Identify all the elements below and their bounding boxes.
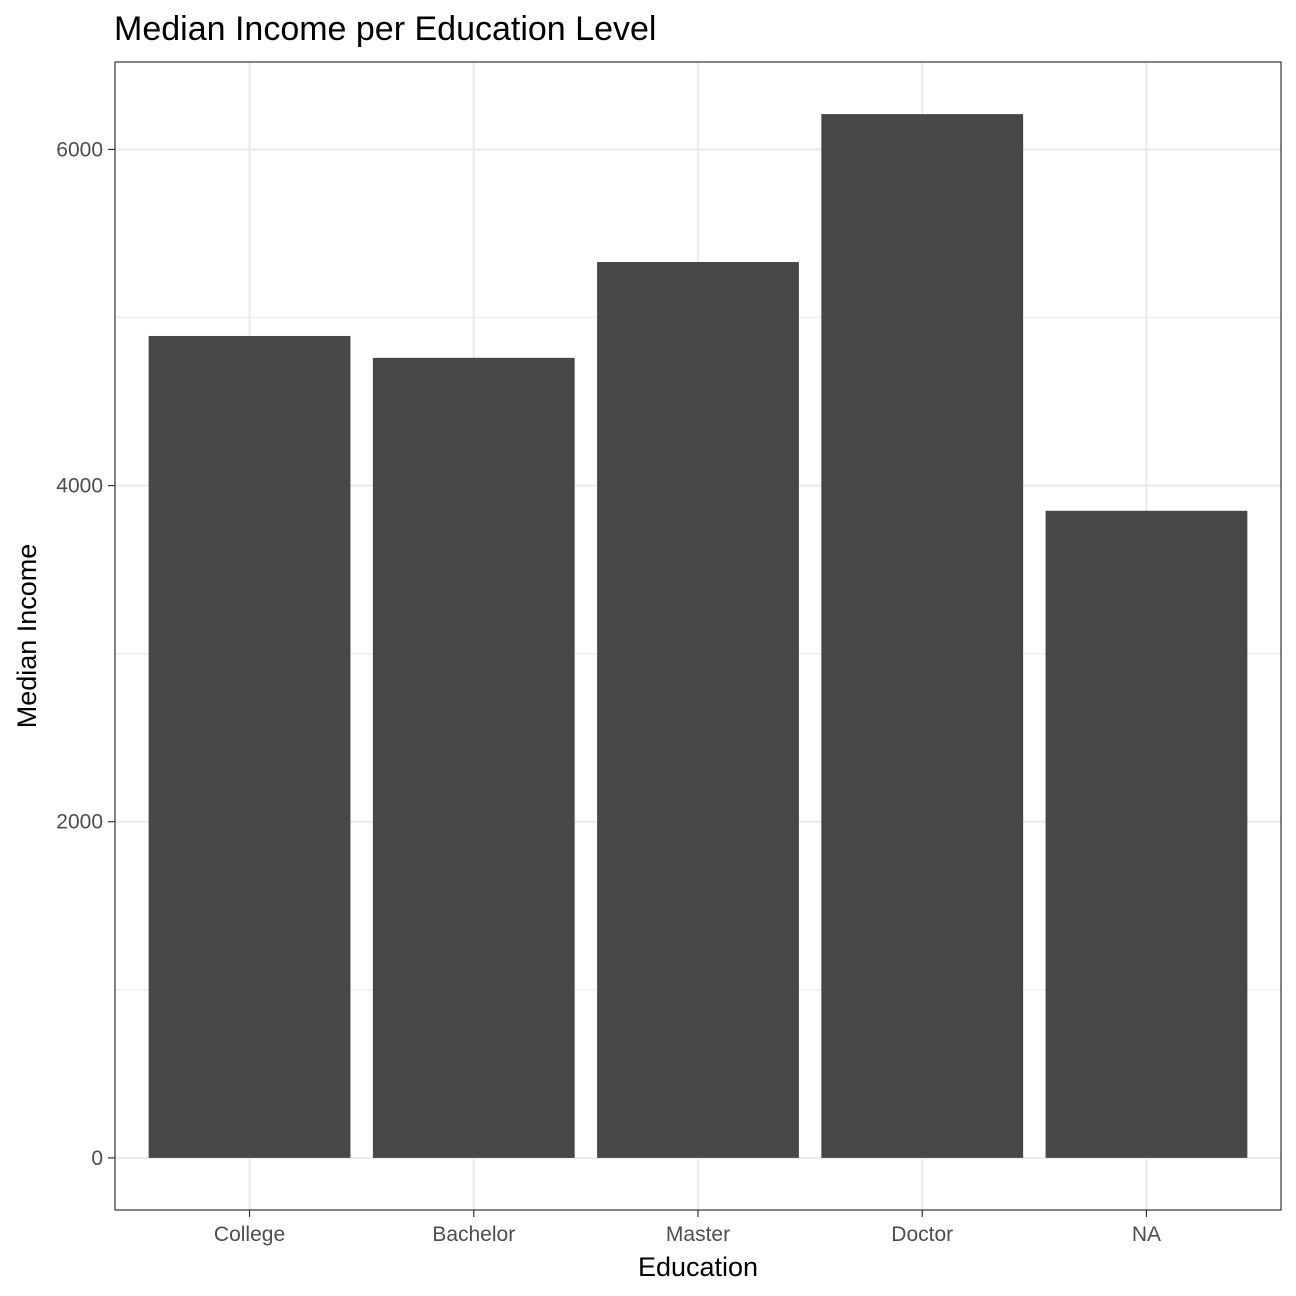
bar-bachelor	[372, 357, 575, 1158]
y-axis-title: Median Income	[12, 544, 42, 729]
y-tick-label: 2000	[56, 811, 103, 834]
x-axis-tick-labels: College Bachelor Master Doctor NA	[214, 1223, 1161, 1246]
bars	[148, 114, 1248, 1158]
bar-doctor	[821, 114, 1024, 1158]
x-tick-label: Doctor	[891, 1223, 953, 1246]
x-tick-label: NA	[1132, 1223, 1161, 1246]
axis-ticks	[108, 148, 1148, 1217]
y-tick-label: 4000	[56, 475, 103, 498]
bar-college	[148, 335, 351, 1158]
x-axis-title: Education	[638, 1252, 758, 1282]
y-axis-tick-labels: 0 2000 4000 6000	[56, 138, 103, 1169]
y-tick-label: 6000	[56, 138, 103, 161]
x-tick-label: Master	[666, 1223, 730, 1246]
y-tick-label: 0	[91, 1147, 103, 1170]
chart-title: Median Income per Education Level	[114, 10, 656, 48]
bar-na	[1045, 510, 1248, 1158]
x-tick-label: Bachelor	[432, 1223, 515, 1246]
bar-master	[597, 262, 799, 1158]
x-tick-label: College	[214, 1223, 285, 1246]
